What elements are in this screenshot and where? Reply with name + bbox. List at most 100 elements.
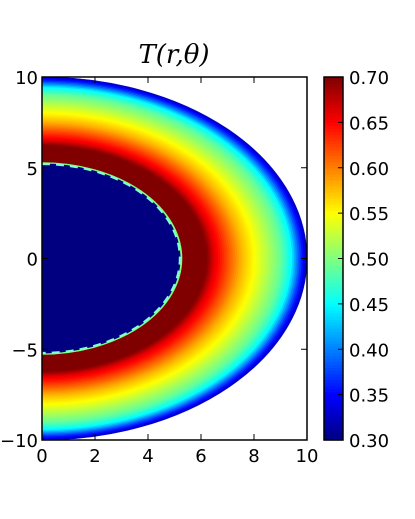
colorbar-step [324, 400, 343, 405]
colorbar-step [324, 361, 343, 365]
colorbar-step [324, 152, 343, 157]
colorbar-step [324, 246, 343, 251]
colorbar-step [324, 182, 343, 187]
colorbar-step [324, 240, 343, 244]
y-axis: 10 5 0 −5 −10 [0, 68, 307, 452]
colorbar-step [324, 249, 343, 254]
colorbar-step [324, 83, 343, 87]
colorbar-step [324, 406, 343, 411]
colorbar-step [324, 179, 343, 184]
colorbar-step [324, 376, 343, 381]
colorbar-step [324, 291, 343, 296]
colorbar-step [324, 210, 343, 214]
colorbar-step [324, 358, 343, 362]
colorbar-step [324, 207, 343, 211]
colorbar-step [324, 270, 343, 275]
colorbar-step [324, 201, 343, 205]
colorbar-step [324, 418, 343, 423]
colorbar-step [324, 173, 343, 178]
y-tick-label: −10 [0, 431, 38, 452]
colorbar-step [324, 267, 343, 272]
colorbar-step [324, 319, 343, 323]
colorbar-step [324, 228, 343, 232]
colorbar-step [324, 322, 343, 326]
colorbar-step [324, 140, 343, 145]
colorbar-step [324, 346, 343, 350]
colorbar-tick-label: 0.70 [349, 68, 389, 89]
colorbar-step [324, 391, 343, 396]
colorbar-step [324, 234, 343, 238]
colorbar-step [324, 331, 343, 335]
colorbar-step [324, 146, 343, 151]
colorbar-step [324, 198, 343, 202]
colorbar-tick-label: 0.65 [349, 113, 389, 134]
colorbar-step [324, 131, 343, 136]
colorbar-step [324, 370, 343, 375]
colorbar-step [324, 89, 343, 93]
colorbar-step [324, 282, 343, 287]
colorbar-tick-label: 0.35 [349, 386, 389, 407]
colorbar-step [324, 415, 343, 420]
colorbar-step [324, 119, 343, 123]
colorbar-step [324, 231, 343, 235]
colorbar-tick-label: 0.40 [349, 340, 389, 361]
colorbar-step [324, 255, 343, 260]
colorbar-step [324, 306, 343, 311]
colorbar-step [324, 424, 343, 429]
colorbar-step [324, 334, 343, 338]
y-tick-label: −5 [11, 340, 38, 361]
colorbar-step [324, 397, 343, 402]
colorbar-step [324, 364, 343, 368]
colorbar-step [324, 367, 343, 372]
colorbar-step [324, 92, 343, 96]
colorbar-step [324, 213, 343, 217]
colorbar-step [324, 80, 343, 84]
colorbar-ticks: 0.70 0.65 0.60 0.55 0.50 0.45 0.40 0.35 0.30 [338, 68, 389, 452]
colorbar-step [324, 225, 343, 229]
colorbar-step [324, 219, 343, 223]
chart-title: T(r,θ) [138, 40, 209, 70]
colorbar-step [324, 288, 343, 293]
colorbar-step [324, 164, 343, 169]
colorbar-tick-label: 0.30 [349, 431, 389, 452]
colorbar-step [324, 264, 343, 269]
colorbar-step [324, 328, 343, 332]
colorbar-step [324, 176, 343, 181]
x-axis: 0 2 4 6 8 10 [36, 77, 318, 467]
colorbar-step [324, 421, 343, 426]
colorbar-step [324, 77, 343, 81]
colorbar-step [324, 137, 343, 142]
colorbar-step [324, 355, 343, 359]
x-tick-label: 4 [142, 446, 153, 467]
colorbar-step [324, 170, 343, 175]
colorbar-step [324, 261, 343, 266]
y-tick-label: 10 [15, 68, 38, 89]
colorbar-step [324, 194, 343, 199]
colorbar-step [324, 128, 343, 133]
colorbar-step [324, 312, 343, 317]
colorbar-step [324, 155, 343, 160]
colorbar-step [324, 158, 343, 163]
colorbar-step [324, 337, 343, 341]
colorbar-step [324, 276, 343, 281]
colorbar-step [324, 258, 343, 263]
colorbar-step [324, 113, 343, 117]
colorbar-step [324, 143, 343, 148]
y-tick-label: 0 [27, 250, 38, 271]
colorbar-step [324, 309, 343, 314]
colorbar-step [324, 379, 343, 384]
x-tick-label: 10 [296, 446, 319, 467]
colorbar-step [324, 409, 343, 414]
colorbar-step [324, 382, 343, 387]
colorbar-step [324, 385, 343, 390]
colorbar-step [324, 95, 343, 99]
colorbar-step [324, 315, 343, 320]
colorbar-step [324, 430, 343, 435]
colorbar-step [324, 325, 343, 329]
colorbar-step [324, 373, 343, 378]
y-tick-label: 5 [27, 159, 38, 180]
colorbar-step [324, 303, 343, 308]
colorbar-step [324, 191, 343, 196]
colorbar: 0.70 0.65 0.60 0.55 0.50 0.45 0.40 0.35 0.30 [323, 68, 389, 452]
